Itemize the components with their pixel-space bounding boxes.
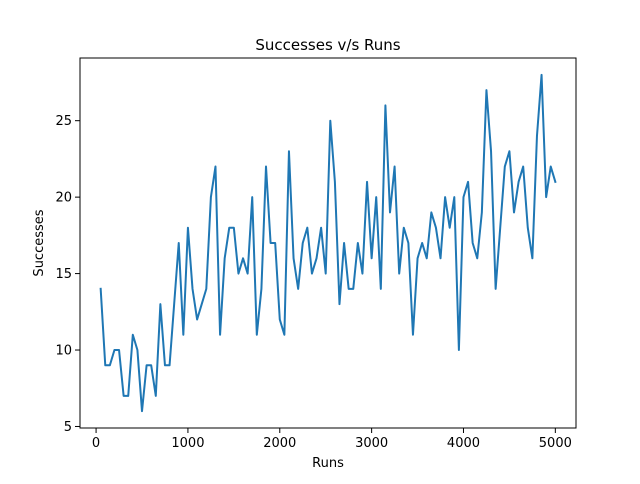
y-tick-label: 25 xyxy=(55,114,72,129)
x-tick-label: 4000 xyxy=(447,436,480,451)
y-tick-label: 10 xyxy=(55,344,72,359)
x-tick-label: 1000 xyxy=(171,436,204,451)
y-axis-label: Successes xyxy=(32,209,47,276)
x-tick-label: 0 xyxy=(92,436,100,451)
x-tick-label: 3000 xyxy=(355,436,388,451)
plot-background xyxy=(80,58,576,428)
y-tick-label: 5 xyxy=(64,420,72,435)
x-tick-label: 2000 xyxy=(263,436,296,451)
y-tick-label: 20 xyxy=(55,191,72,206)
x-tick-label: 5000 xyxy=(539,436,572,451)
x-axis-label: Runs xyxy=(312,456,344,471)
y-tick-label: 15 xyxy=(55,267,72,282)
chart-title: Successes v/s Runs xyxy=(255,36,400,54)
